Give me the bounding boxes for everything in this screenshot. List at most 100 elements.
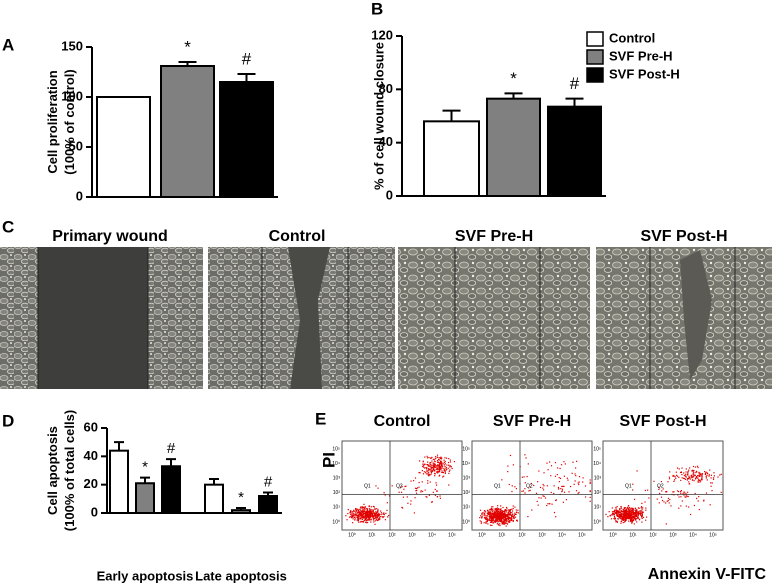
event-dot: [641, 521, 643, 523]
event-dot: [426, 464, 428, 466]
event-dot: [504, 522, 506, 525]
event-dot: [373, 506, 376, 508]
event-dot: [443, 468, 445, 470]
event-dot: [574, 480, 576, 482]
event-dot: [505, 522, 507, 524]
event-dot: [429, 481, 431, 483]
event-dot: [625, 509, 628, 511]
event-dot: [448, 484, 450, 486]
event-dot: [443, 475, 445, 477]
event-dot: [441, 457, 443, 459]
event-dot: [701, 477, 703, 479]
flow-x-tick-label: 10¹: [498, 532, 506, 538]
event-dot: [574, 473, 576, 475]
event-dot: [704, 472, 707, 475]
event-dot: [391, 485, 393, 487]
event-dot: [363, 519, 365, 522]
event-dot: [693, 504, 695, 507]
event-dot: [366, 520, 368, 522]
event-dot: [701, 474, 703, 476]
event-dot: [445, 468, 447, 470]
event-dot: [484, 515, 486, 517]
event-dot: [661, 490, 663, 492]
event-dot: [495, 520, 497, 522]
event-dot: [625, 515, 627, 517]
event-dot: [710, 474, 713, 476]
event-dot: [369, 510, 371, 512]
event-dot: [543, 495, 545, 498]
event-dot: [357, 516, 359, 518]
event-dot: [375, 512, 378, 514]
flow-x-tick-label: 10¹: [629, 532, 637, 538]
event-dot: [551, 503, 553, 505]
event-dot: [507, 514, 509, 516]
event-dot: [440, 466, 442, 468]
event-dot: [490, 508, 493, 511]
event-dot: [511, 519, 513, 521]
event-dot: [641, 513, 643, 515]
event-dot: [627, 517, 629, 519]
event-dot: [362, 517, 364, 519]
event-dot: [431, 470, 433, 472]
event-dot: [687, 478, 689, 480]
event-dot: [379, 518, 381, 521]
event-dot: [353, 509, 355, 511]
event-dot: [682, 492, 684, 494]
event-dot: [357, 512, 359, 514]
event-dot: [503, 510, 505, 513]
event-dot: [613, 517, 615, 520]
event-dot: [676, 475, 679, 477]
event-dot: [415, 487, 418, 490]
event-dot: [428, 473, 430, 476]
event-dot: [694, 492, 696, 495]
micrograph-title: Control: [269, 228, 326, 245]
event-dot: [493, 513, 495, 516]
event-dot: [431, 456, 433, 458]
event-dot: [506, 519, 508, 521]
event-dot: [525, 457, 527, 459]
event-dot: [366, 514, 368, 516]
event-dot: [498, 515, 500, 517]
error-bar: [209, 478, 219, 485]
event-dot: [369, 515, 371, 517]
event-dot: [613, 513, 615, 515]
event-dot: [499, 513, 502, 516]
event-dot: [423, 467, 426, 469]
event-dot: [634, 507, 636, 509]
event-dot: [698, 475, 701, 477]
event-dot: [681, 477, 683, 479]
error-bar: [236, 507, 246, 511]
event-dot: [437, 458, 440, 461]
flow-events: [605, 465, 722, 525]
event-dot: [631, 518, 633, 520]
event-dot: [634, 517, 636, 520]
bar: [204, 483, 224, 514]
event-dot: [658, 502, 660, 504]
event-dot: [624, 519, 627, 522]
event-dot: [582, 477, 584, 479]
event-dot: [416, 489, 418, 492]
event-dot: [619, 508, 621, 510]
event-dot: [710, 477, 712, 479]
event-dot: [563, 461, 565, 463]
significance-mark: #: [242, 49, 252, 68]
event-dot: [620, 505, 622, 508]
event-dot: [609, 515, 611, 517]
event-dot: [489, 521, 492, 524]
event-dot: [439, 467, 442, 469]
event-dot: [427, 473, 429, 475]
event-dot: [426, 455, 428, 457]
y-tick-label: 60: [84, 419, 98, 434]
event-dot: [361, 514, 364, 516]
event-dot: [674, 476, 676, 478]
event-dot: [708, 475, 710, 477]
event-dot: [535, 492, 538, 494]
event-dot: [497, 522, 499, 524]
event-dot: [510, 514, 512, 516]
event-dot: [712, 478, 715, 480]
event-dot: [615, 513, 618, 515]
event-dot: [367, 510, 369, 512]
event-dot: [498, 510, 500, 513]
event-dot: [626, 512, 628, 514]
event-dot: [554, 475, 557, 477]
